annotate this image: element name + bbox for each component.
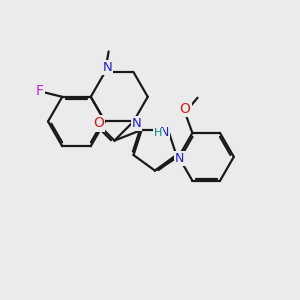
Text: N: N (132, 117, 141, 130)
Text: O: O (180, 102, 190, 116)
Text: N: N (160, 126, 169, 140)
Text: O: O (93, 116, 104, 130)
Text: N: N (103, 61, 112, 74)
Text: N: N (175, 152, 184, 164)
Text: F: F (36, 84, 44, 98)
Text: H: H (153, 128, 162, 139)
